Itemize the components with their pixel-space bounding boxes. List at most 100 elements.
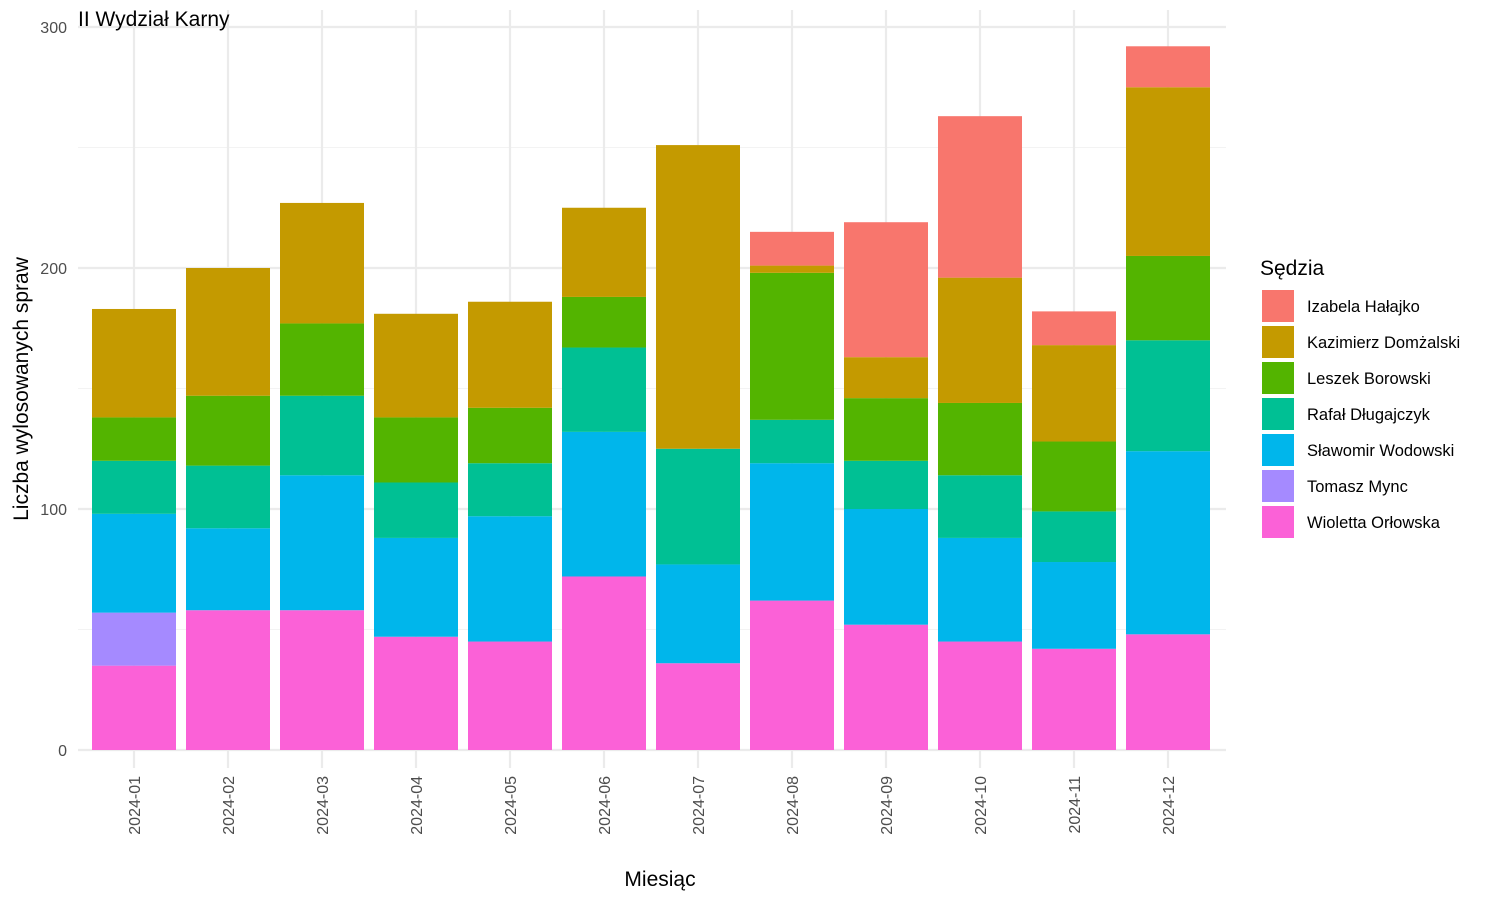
x-tick-label: 2024-10 <box>973 776 990 835</box>
legend-swatch <box>1262 362 1294 394</box>
x-axis-title: Miesiąc <box>624 868 695 891</box>
bar-segment <box>656 564 740 664</box>
bar-segment <box>750 231 834 266</box>
bar-segment <box>1032 648 1116 750</box>
bar-segment <box>844 222 928 358</box>
bar-segment <box>374 482 458 538</box>
bar-segment <box>92 612 176 666</box>
bar-segment <box>186 528 270 611</box>
bars <box>92 46 1210 750</box>
legend-swatch <box>1262 290 1294 322</box>
bar-segment <box>656 448 740 565</box>
bar-segment <box>280 202 364 324</box>
bar-segment <box>280 323 364 396</box>
x-tick-label: 2024-07 <box>691 776 708 835</box>
bar-segment <box>844 357 928 399</box>
bar-segment <box>562 347 646 432</box>
bar-segment <box>938 537 1022 642</box>
bar-segment <box>186 268 270 396</box>
bar-segment <box>468 407 552 464</box>
bar-segment <box>562 207 646 297</box>
bar-segment <box>186 395 270 466</box>
bar-segment <box>844 509 928 625</box>
legend-swatch <box>1262 398 1294 430</box>
y-tick-label: 300 <box>40 20 67 37</box>
bar-segment <box>374 313 458 418</box>
bar-segment <box>938 277 1022 403</box>
bar-segment <box>374 636 458 750</box>
bar-segment <box>562 576 646 750</box>
bar-segment <box>1126 340 1210 452</box>
chart-title: II Wydział Karny <box>78 8 230 31</box>
bar-segment <box>938 641 1022 750</box>
bar-segment <box>468 463 552 517</box>
y-axis-ticks: 0 100 200 300 <box>40 20 67 760</box>
bar-segment <box>1032 311 1116 346</box>
legend-swatch <box>1262 506 1294 538</box>
legend-title: Sędzia <box>1260 257 1325 280</box>
bar-segment <box>750 600 834 750</box>
y-tick-label: 0 <box>58 743 67 760</box>
x-axis-ticks: 2024-01 2024-02 2024-03 2024-04 2024-05 2024-… <box>127 776 1178 835</box>
x-tick-label: 2024-05 <box>503 776 520 835</box>
legend-swatch <box>1262 434 1294 466</box>
bar-segment <box>938 116 1022 278</box>
bar-segment <box>938 475 1022 538</box>
bar-segment <box>280 475 364 611</box>
bar-segment <box>468 301 552 408</box>
legend-label: Kazimierz Domżalski <box>1307 334 1460 352</box>
bar-segment <box>280 395 364 476</box>
legend: Sędzia Izabela Hałajko Kazimierz Domżalsk… <box>1260 257 1460 538</box>
x-tick-label: 2024-02 <box>221 776 238 835</box>
bar-segment <box>92 665 176 750</box>
bar-segment <box>938 402 1022 476</box>
bar-segment <box>1126 255 1210 341</box>
bar-segment <box>1126 634 1210 750</box>
bar-segment <box>750 419 834 464</box>
x-tick-label: 2024-01 <box>127 776 144 835</box>
bar-segment <box>1126 87 1210 256</box>
bar-segment <box>1126 451 1210 635</box>
bar-segment <box>374 417 458 483</box>
bar-segment <box>750 272 834 420</box>
bar-segment <box>562 296 646 348</box>
bar-segment <box>1032 345 1116 442</box>
y-tick-label: 200 <box>40 261 67 278</box>
x-tick-label: 2024-12 <box>1161 776 1178 835</box>
x-tick-label: 2024-11 <box>1067 776 1084 834</box>
bar-segment <box>750 463 834 601</box>
bar-segment <box>656 663 740 750</box>
bar-segment <box>1032 511 1116 563</box>
bar-segment <box>1032 441 1116 512</box>
bar-segment <box>186 610 270 750</box>
x-tick-label: 2024-06 <box>597 776 614 835</box>
legend-label: Rafał Długajczyk <box>1307 406 1431 424</box>
legend-label: Sławomir Wodowski <box>1307 442 1454 460</box>
legend-swatch <box>1262 470 1294 502</box>
legend-label: Wioletta Orłowska <box>1307 514 1441 532</box>
y-axis-title: Liczba wylosowanych spraw <box>10 256 33 521</box>
legend-label: Tomasz Mync <box>1307 478 1408 496</box>
x-tick-label: 2024-03 <box>315 776 332 835</box>
x-tick-label: 2024-08 <box>785 776 802 835</box>
bar-segment <box>844 460 928 509</box>
bar-segment <box>468 516 552 642</box>
y-tick-label: 100 <box>40 502 67 519</box>
x-tick-label: 2024-09 <box>879 776 896 835</box>
bar-segment <box>844 398 928 461</box>
bar-segment <box>92 308 176 418</box>
bar-segment <box>374 537 458 637</box>
bar-segment <box>468 641 552 750</box>
bar-segment <box>92 513 176 613</box>
x-tick-label: 2024-04 <box>409 776 426 835</box>
bar-segment <box>186 465 270 529</box>
bar-segment <box>280 610 364 750</box>
legend-label: Leszek Borowski <box>1307 370 1431 388</box>
legend-swatch <box>1262 326 1294 358</box>
bar-segment <box>750 265 834 273</box>
bar-segment <box>1126 46 1210 88</box>
bar-segment <box>562 431 646 577</box>
bar-segment <box>92 460 176 514</box>
bar-segment <box>656 145 740 449</box>
